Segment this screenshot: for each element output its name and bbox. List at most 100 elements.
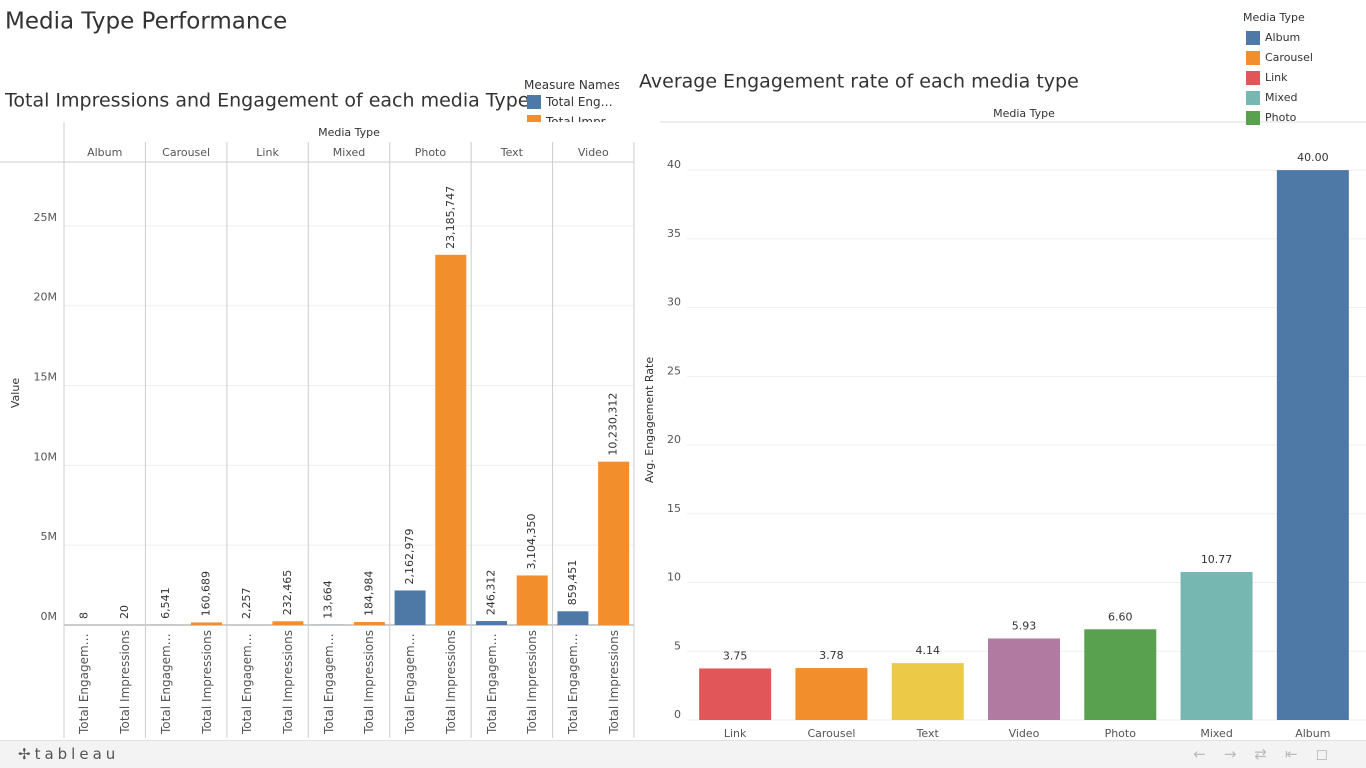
y-tick-label: 35 [667,227,681,240]
dashboard-title: Media Type Performance [5,9,287,35]
y-tick-label: 5M [41,530,58,543]
bar [1084,629,1157,720]
x-tick-label: Total Engagement [158,630,173,734]
legend-label: Total Engagement [546,95,619,109]
x-tick-label: Total Impressions [443,630,458,734]
y-tick-label: 25M [34,211,58,224]
column-header: Media Type [993,107,1055,120]
chart-title: Total Impressions and Engagement of each… [4,90,529,112]
pane-label: Photo [415,146,447,159]
legend-swatch [1246,51,1260,65]
y-tick-label: 20M [34,291,58,304]
x-tick-label: Total Impressions [118,630,133,734]
data-label: 10,230,312 [607,393,620,456]
x-tick-label: Text [916,727,940,740]
bar [476,621,507,625]
logo: ✢tableau [18,745,120,763]
bar [1180,571,1253,720]
bar [435,254,467,625]
x-tick-label: Total Impressions [525,630,540,734]
x-tick-label: Total Impressions [362,630,377,734]
data-label: 20 [118,605,131,619]
legend-swatch [1246,71,1260,85]
data-label: 2,162,979 [403,528,416,584]
legend-item: Total Impressions [524,112,619,122]
y-axis-title: Value [9,378,22,408]
bar [795,668,868,720]
y-tick-label: 10 [667,571,681,584]
legend-label: Mixed [1265,91,1297,104]
bar [1276,170,1349,721]
y-tick-label: 15 [667,502,681,515]
y-tick-label: 25 [667,364,681,377]
x-tick-label: Total Engagement [484,630,499,734]
y-tick-label: 5 [674,639,681,652]
y-tick-label: 15M [34,371,58,384]
y-tick-label: 40 [667,158,681,171]
x-tick-label: Total Engagement [403,630,418,734]
legend-title: Measure Names [524,78,619,92]
data-label: 160,689 [200,571,213,617]
pane-label: Mixed [333,146,365,159]
measure-legend: Measure Names Total Engagement Total Impr… [524,78,619,122]
legend-swatch [527,95,541,109]
x-tick-label: Album [1295,727,1330,740]
x-tick-label: Total Engagement [565,630,580,734]
data-label: 4.14 [915,644,940,657]
x-tick-label: Total Impressions [199,630,214,734]
pane-label: Video [578,146,609,159]
data-label: 10.77 [1201,553,1233,566]
y-tick-label: 20 [667,433,681,446]
legend-items: Total Engagement Total Impressions [524,92,619,122]
legend-label: Album [1265,31,1300,44]
bar [988,638,1060,720]
legend-label: Link [1265,71,1288,84]
chart-title: Average Engagement rate of each media ty… [639,71,1079,93]
legend-swatch [1246,31,1260,45]
data-label: 859,451 [566,560,579,606]
data-label: 6,541 [159,587,172,619]
data-label: 232,465 [281,570,294,616]
bar [394,590,426,625]
bar [272,621,304,625]
pane-label: Carousel [162,146,210,159]
logo-text: tableau [34,745,120,763]
pane-label: Album [87,146,122,159]
x-tick-label: Video [1009,727,1040,740]
data-label: 2,257 [240,587,253,619]
y-axis-title: Avg. Engagement Rate [643,357,656,483]
data-label: 6.60 [1108,610,1133,623]
y-tick-label: 0 [674,708,681,721]
legend-label: Total Impressions [546,115,619,122]
legend-title: Media Type [1243,11,1305,24]
column-header: Media Type [318,126,380,139]
legend-label: Photo [1265,111,1297,124]
y-tick-label: 0M [41,610,58,623]
bar [353,622,385,625]
data-label: 184,984 [362,571,375,617]
legend-swatch [527,115,541,122]
y-tick-label: 10M [34,450,58,463]
data-label: 5.93 [1012,619,1037,632]
x-tick-label: Total Engagement [240,630,255,734]
footer: ✢tableau ←→⇄⇤◻ [0,740,1366,768]
toolbar[interactable]: ←→⇄⇤◻ [1193,745,1346,763]
x-tick-label: Total Engagement [77,630,92,734]
data-label: 3.75 [723,649,748,662]
x-tick-label: Carousel [807,727,855,740]
bar [598,461,630,625]
data-label: 3,104,350 [525,513,538,569]
x-tick-label: Total Engagement [321,630,336,734]
legend-swatch [1246,111,1260,125]
legend-label: Carousel [1265,51,1313,64]
bar [699,668,772,720]
pane-label: Text [500,146,524,159]
data-label: 3.78 [819,649,844,662]
x-tick-label: Mixed [1200,727,1232,740]
data-label: 13,664 [322,580,335,619]
y-tick-label: 30 [667,296,681,309]
data-label: 23,185,747 [444,186,457,249]
bar [191,622,222,625]
